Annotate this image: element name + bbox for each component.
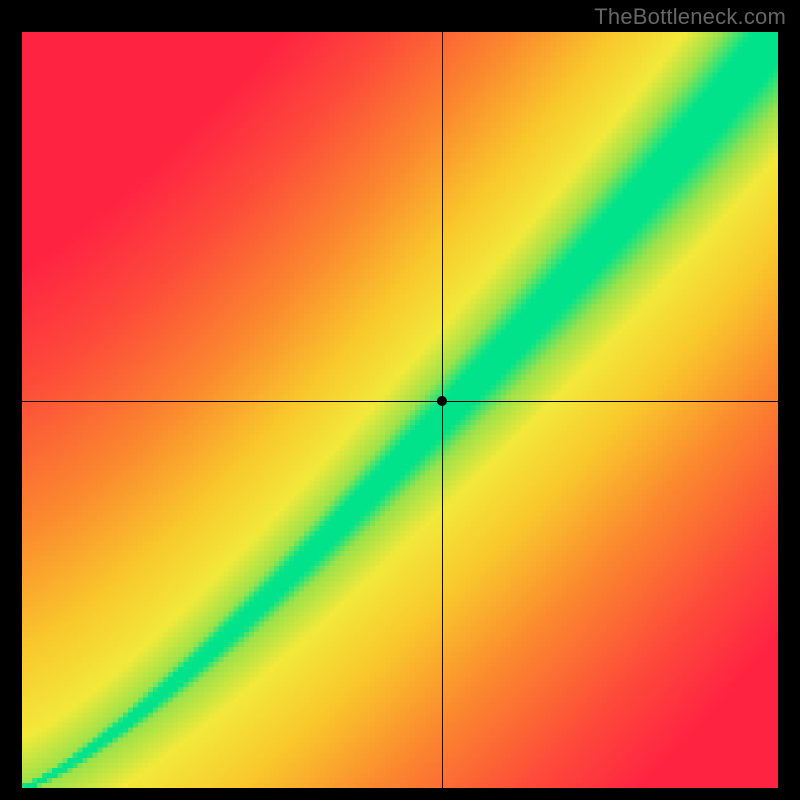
chart-frame: TheBottleneck.com	[0, 0, 800, 800]
watermark-text: TheBottleneck.com	[594, 4, 786, 30]
heatmap-plot	[22, 32, 778, 788]
heatmap-canvas	[22, 32, 778, 788]
